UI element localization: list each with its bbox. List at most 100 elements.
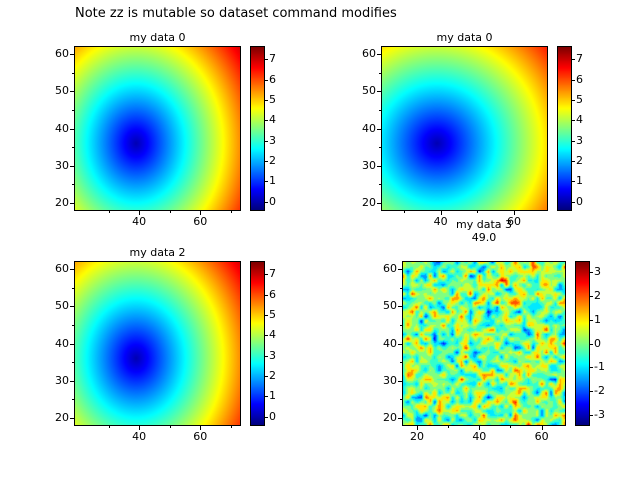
- x-axis-tick: [139, 426, 141, 430]
- y-axis-minor-tick: [72, 399, 74, 401]
- colorbar-tick-label: 2: [576, 154, 583, 168]
- x-axis-minor-tick: [108, 426, 110, 428]
- y-axis-minor-tick: [379, 184, 381, 186]
- colorbar-tick: [572, 59, 575, 61]
- colorbar-tick: [265, 79, 268, 81]
- colorbar-tick: [572, 161, 575, 163]
- subplot-top-left-plot-area: [74, 46, 241, 211]
- x-axis-tick-label: 60: [193, 430, 208, 443]
- subplot-bottom-right-plot-area: [402, 261, 566, 426]
- y-axis-minor-tick: [400, 287, 402, 289]
- x-axis-tick-label: 40: [433, 215, 448, 228]
- y-axis-tick: [377, 54, 381, 56]
- y-axis-tick-label: 30: [362, 158, 376, 172]
- subplot-top-left-title: my data 0: [129, 31, 186, 44]
- colorbar-canvas-bottom-left: [251, 262, 264, 425]
- x-axis-tick: [541, 426, 543, 430]
- y-axis-tick-label: 30: [55, 373, 69, 387]
- x-axis-minor-tick: [108, 211, 110, 213]
- colorbar-tick-label: 6: [269, 72, 276, 86]
- y-axis-minor-tick: [72, 109, 74, 111]
- colorbar-tick: [265, 335, 268, 337]
- x-axis-tick: [479, 426, 481, 430]
- y-axis-tick: [398, 343, 402, 345]
- colorbar-canvas-top-right: [558, 47, 571, 210]
- colorbar-tick: [590, 367, 593, 369]
- colorbar-tick: [265, 314, 268, 316]
- x-axis-tick-label: 40: [132, 215, 147, 228]
- colorbar-tick: [590, 319, 593, 321]
- colorbar-tick: [572, 201, 575, 203]
- colorbar-tick: [265, 274, 268, 276]
- colorbar-tick-label: 4: [269, 113, 276, 127]
- y-axis-tick: [398, 269, 402, 271]
- y-axis-tick: [398, 380, 402, 382]
- y-axis-minor-tick: [400, 399, 402, 401]
- y-axis-tick: [70, 306, 74, 308]
- colorbar-tick-label: 0: [269, 409, 276, 423]
- x-axis-tick-label: 40: [132, 430, 147, 443]
- x-axis-tick-label: 60: [534, 430, 549, 443]
- y-axis-tick: [70, 269, 74, 271]
- subplot-bottom-right-subtitle: 49.0: [471, 231, 497, 244]
- colorbar-tick-label: 3: [269, 348, 276, 362]
- y-axis-tick-label: 20: [55, 410, 69, 424]
- colorbar-tick: [265, 396, 268, 398]
- colorbar-tick-label: 5: [269, 92, 276, 106]
- colorbar-tick-label: 7: [576, 52, 583, 66]
- y-axis-minor-tick: [72, 362, 74, 364]
- colorbar-tick: [265, 201, 268, 203]
- y-axis-tick: [70, 343, 74, 345]
- y-axis-tick: [377, 128, 381, 130]
- colorbar-tick: [590, 391, 593, 393]
- subplot-bottom-right-title: my data 3: [456, 218, 512, 231]
- subplot-top-right-plot-area: [381, 46, 548, 211]
- colorbar-tick-label: 6: [576, 72, 583, 86]
- colorbar-tick: [265, 140, 268, 142]
- y-axis-minor-tick: [72, 287, 74, 289]
- colorbar-tick-label: 1: [594, 312, 601, 326]
- y-axis-tick-label: 50: [383, 299, 397, 313]
- heatmap-canvas-bottom-right: [403, 262, 565, 425]
- colorbar-tick-label: 3: [594, 264, 601, 278]
- colorbar-tick-label: 0: [269, 194, 276, 208]
- colorbar-tick-label: 4: [576, 113, 583, 127]
- y-axis-minor-tick: [379, 72, 381, 74]
- y-axis-minor-tick: [400, 324, 402, 326]
- y-axis-tick-label: 60: [383, 262, 397, 276]
- y-axis-minor-tick: [400, 362, 402, 364]
- colorbar-top-right: [557, 46, 572, 211]
- heatmap-canvas-bottom-left: [75, 262, 240, 425]
- y-axis-minor-tick: [72, 147, 74, 149]
- x-axis-minor-tick: [230, 426, 232, 428]
- y-axis-minor-tick: [379, 147, 381, 149]
- colorbar-tick-label: 1: [269, 389, 276, 403]
- colorbar-tick: [265, 416, 268, 418]
- figure-title: Note zz is mutable so dataset command mo…: [75, 6, 397, 21]
- y-axis-tick: [377, 202, 381, 204]
- y-axis-tick-label: 20: [362, 195, 376, 209]
- y-axis-tick-label: 60: [55, 47, 69, 61]
- x-axis-tick: [440, 211, 442, 215]
- colorbar-tick: [265, 99, 268, 101]
- colorbar-tick-label: 7: [269, 52, 276, 66]
- y-axis-minor-tick: [72, 72, 74, 74]
- colorbar-tick: [572, 181, 575, 183]
- colorbar-tick-label: 5: [269, 307, 276, 321]
- y-axis-tick: [70, 417, 74, 419]
- colorbar-tick: [590, 271, 593, 273]
- x-axis-minor-tick: [510, 426, 512, 428]
- heatmap-canvas-top-right: [382, 47, 547, 210]
- colorbar-tick: [572, 140, 575, 142]
- colorbar-tick-label: 7: [269, 267, 276, 281]
- colorbar-tick: [572, 99, 575, 101]
- colorbar-tick: [572, 120, 575, 122]
- colorbar-tick: [265, 59, 268, 61]
- x-axis-minor-tick: [448, 426, 450, 428]
- colorbar-tick-label: 0: [576, 194, 583, 208]
- x-axis-minor-tick: [169, 426, 171, 428]
- colorbar-tick-label: 2: [269, 369, 276, 383]
- colorbar-tick: [265, 294, 268, 296]
- y-axis-tick-label: 20: [383, 410, 397, 424]
